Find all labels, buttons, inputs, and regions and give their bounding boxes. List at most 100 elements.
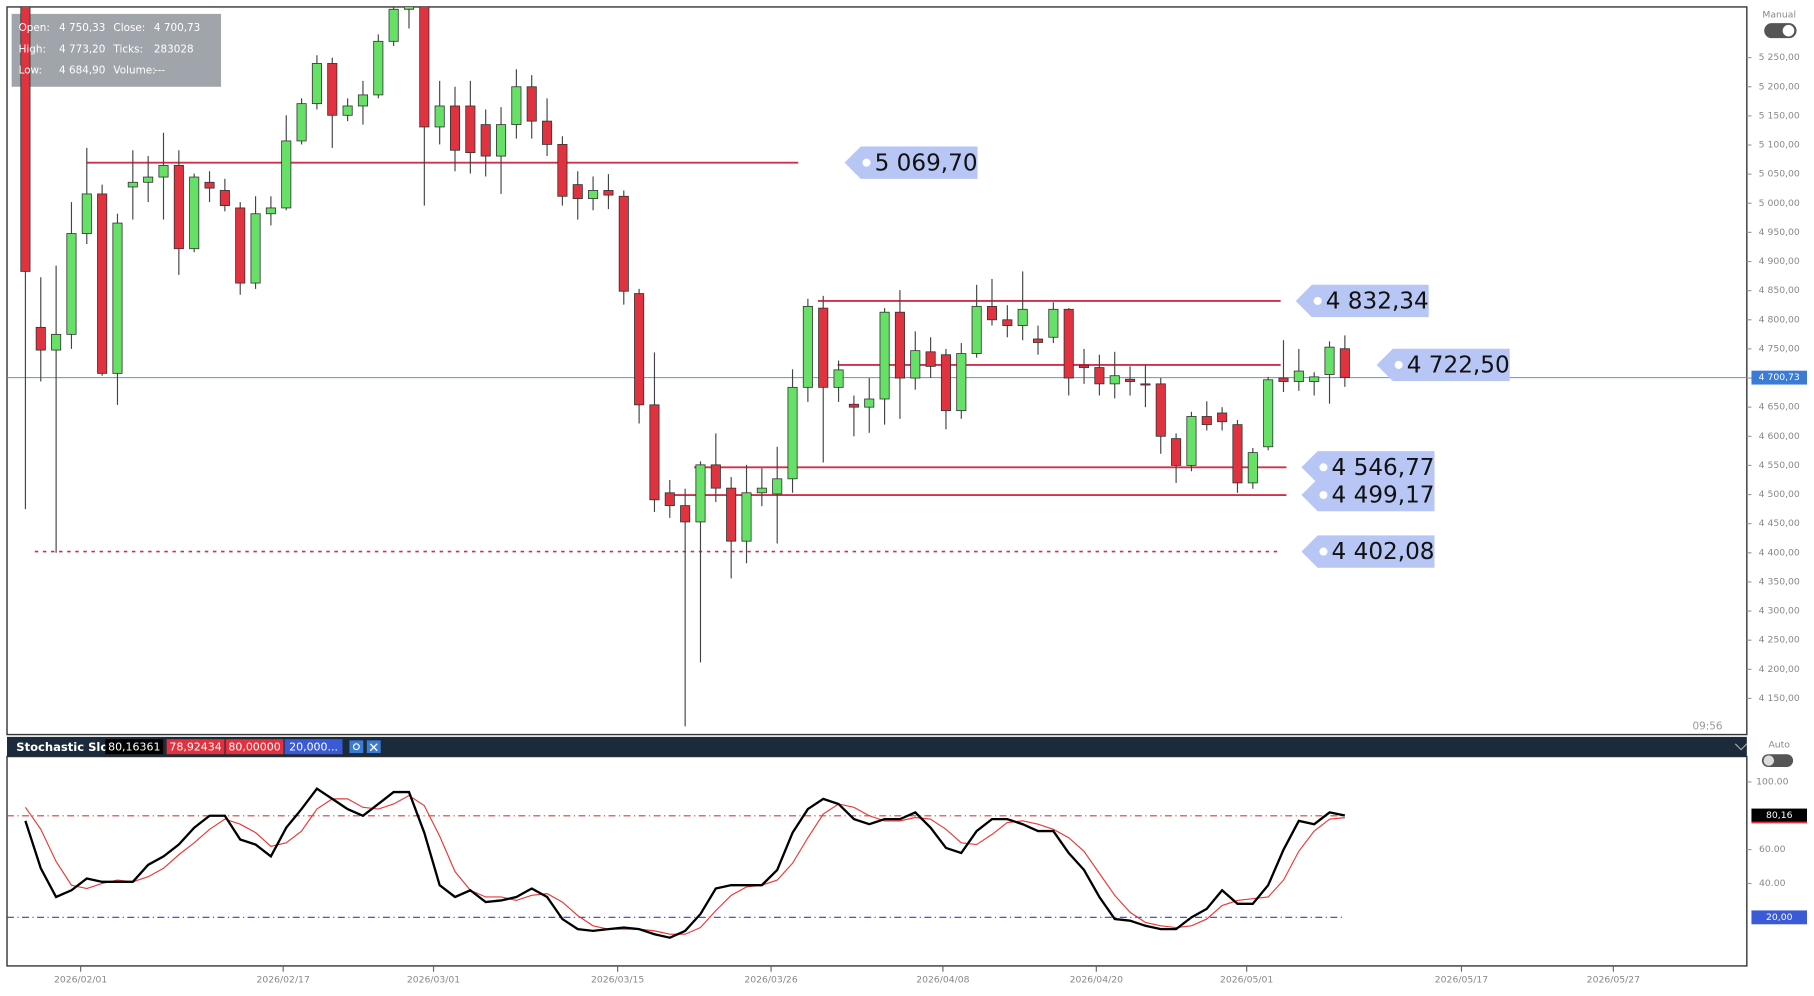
level-dot	[1319, 463, 1328, 472]
info-value: 4 700,73	[154, 22, 200, 34]
candle-body	[388, 8, 399, 42]
candle-body	[971, 305, 982, 354]
candle-body	[204, 181, 215, 189]
candle-body	[1032, 338, 1044, 343]
level-label-box	[1301, 478, 1435, 512]
candle-body	[342, 105, 353, 116]
toggle-knob	[1782, 24, 1795, 37]
candle-body	[434, 105, 445, 128]
auto-label: Auto	[1768, 739, 1790, 750]
y-tick-label: 4 150,00	[1759, 693, 1800, 704]
level-label-box	[1376, 348, 1510, 382]
header-value-box	[225, 739, 284, 755]
info-value: ---	[154, 65, 166, 77]
header-value: 78,92434	[169, 740, 221, 753]
last-value-label: 80,16	[1766, 810, 1793, 821]
info-value: 4 750,33	[59, 22, 105, 34]
y-tick-label: 5 100,00	[1759, 140, 1800, 151]
candle-body	[1232, 424, 1243, 484]
candle-body	[296, 103, 307, 142]
candle-body	[311, 63, 322, 105]
candle-body	[265, 207, 276, 215]
candle-body	[189, 176, 200, 250]
x-tick-label: 2026/05/17	[1435, 974, 1488, 985]
level-dot	[1394, 360, 1403, 369]
last-value-box	[1751, 808, 1807, 823]
candle-body	[572, 184, 583, 200]
y-tick-label: 4 200,00	[1759, 664, 1800, 675]
candle-body	[1247, 452, 1258, 484]
info-value: 4 684,90	[59, 65, 105, 77]
y-tick-label: 4 750,00	[1759, 343, 1800, 354]
level-dot	[1319, 547, 1328, 556]
candle-body	[281, 140, 292, 209]
candle-body	[925, 351, 936, 367]
level-dot	[862, 158, 871, 167]
stoch-line	[24, 794, 1345, 935]
main-frame	[6, 6, 1748, 736]
x-tick-label: 2026/04/20	[1070, 974, 1123, 985]
info-key: Open:	[19, 22, 50, 34]
candle-body	[802, 305, 813, 388]
candle-body	[51, 333, 62, 351]
x-tick-label: 2026/03/15	[591, 974, 644, 985]
candle-body	[680, 505, 691, 523]
candle-body	[496, 124, 507, 157]
candle-body	[1309, 376, 1320, 382]
candle-body	[787, 386, 798, 480]
y-tick-label: 4 850,00	[1759, 285, 1800, 296]
info-key: Low:	[19, 65, 42, 77]
current-price-label: 4 700,73	[1759, 372, 1800, 383]
y-tick-label: 5 000,00	[1759, 198, 1800, 209]
candle-body	[250, 213, 261, 284]
level-dot	[1319, 490, 1328, 500]
candle-body	[449, 105, 461, 151]
candle-body	[1293, 370, 1304, 382]
level-label: 5 069,70	[875, 150, 978, 176]
collapse-icon[interactable]	[1734, 743, 1748, 751]
info-box	[11, 13, 222, 87]
y-tick-label: 100.00	[1756, 776, 1788, 787]
candle-body	[1109, 375, 1120, 385]
candle-body	[557, 144, 568, 197]
candle-body	[542, 120, 553, 145]
header-value-box	[284, 739, 343, 755]
candle-body	[618, 195, 629, 292]
indicator-title: Stochastic Slow	[16, 740, 119, 754]
y-tick-label: 4 550,00	[1759, 460, 1800, 471]
candle-body	[1017, 308, 1028, 327]
candle-body	[1155, 383, 1166, 437]
level-label-box	[844, 146, 978, 179]
stoch-line	[24, 787, 1346, 939]
info-value: 4 773,20	[59, 44, 105, 56]
candle-body	[403, 6, 415, 10]
candle-body	[664, 492, 675, 507]
y-tick-label: 4 400,00	[1759, 547, 1800, 558]
candle-body	[818, 307, 829, 388]
candle-body	[1324, 346, 1335, 375]
candle-body	[940, 354, 951, 412]
close-icon	[369, 743, 378, 752]
mode-label: Manual	[1762, 10, 1796, 21]
candle-body	[741, 492, 752, 542]
y-tick-label: 4 600,00	[1759, 431, 1800, 442]
y-tick-label: 4 450,00	[1759, 518, 1800, 529]
candle-body	[143, 176, 154, 183]
x-tick-label: 2026/03/26	[744, 974, 797, 985]
y-tick-label: 4 800,00	[1759, 314, 1800, 325]
candle-body	[833, 369, 844, 388]
candle-body	[1094, 367, 1105, 385]
candle-body	[1002, 319, 1013, 327]
candle-body	[649, 404, 660, 501]
level-label-box	[1301, 535, 1435, 568]
candle-body	[327, 63, 338, 116]
time-label: 09:56	[1693, 720, 1723, 732]
candle-body	[235, 207, 246, 284]
x-tick-label: 2026/05/01	[1220, 974, 1273, 985]
level-label: 4 722,50	[1407, 353, 1510, 379]
y-tick-label: 40.00	[1759, 878, 1786, 889]
eye-button[interactable]	[349, 740, 364, 754]
candle-body	[373, 40, 384, 96]
eye-icon	[352, 743, 360, 751]
level-label: 4 499,17	[1332, 483, 1435, 509]
